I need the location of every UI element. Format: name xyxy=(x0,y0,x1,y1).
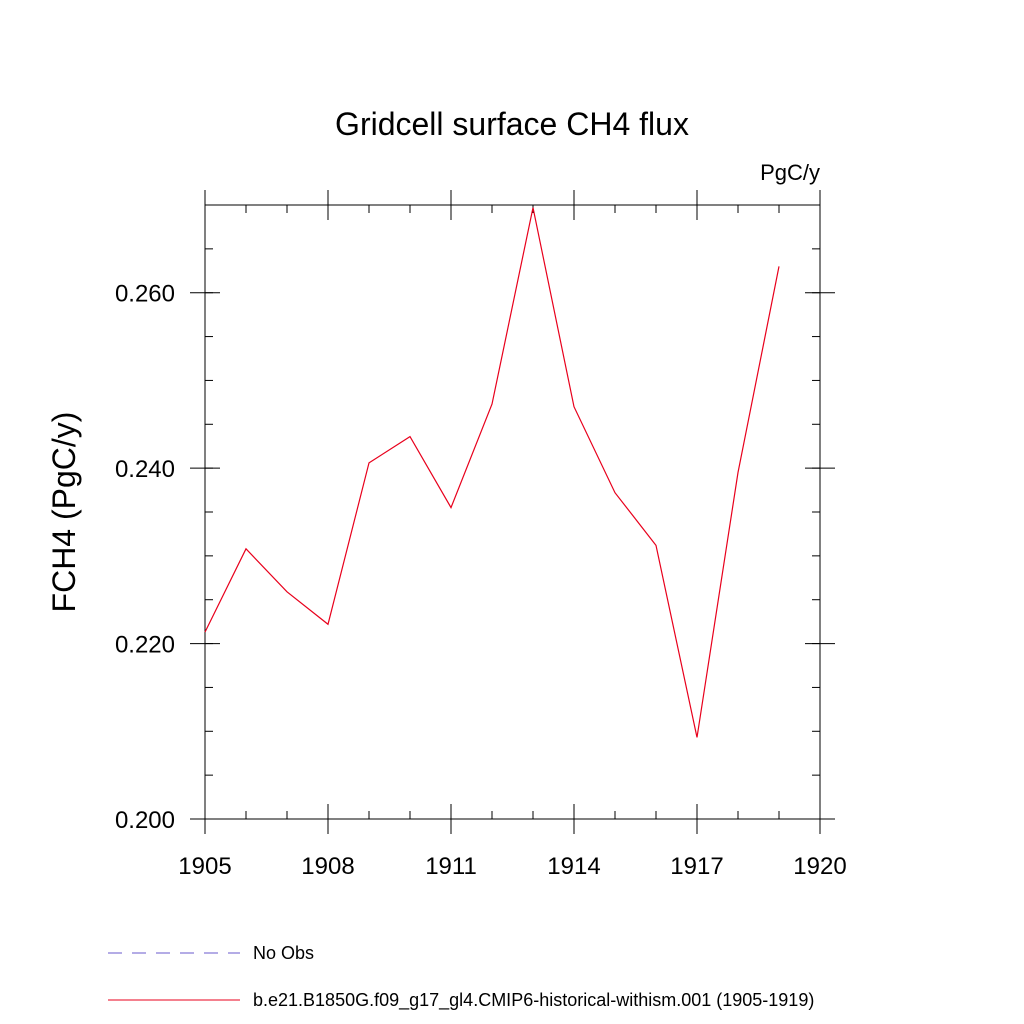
x-tick-label: 1917 xyxy=(670,853,723,880)
units-label: PgC/y xyxy=(760,160,820,185)
plot-frame xyxy=(204,204,821,820)
legend: No Obs b.e21.B1850G.f09_g17_gl4.CMIP6-hi… xyxy=(108,943,814,1011)
x-tick-label: 1905 xyxy=(178,853,231,880)
chart-title: Gridcell surface CH4 flux xyxy=(335,106,689,142)
x-tick-label: 1920 xyxy=(793,853,846,880)
y-tick-label: 0.200 xyxy=(115,807,175,834)
axis-tick-labels: 1905 1908 1911 1914 1917 1920 0.200 0.220 0.240 0… xyxy=(115,281,847,880)
x-tick-label: 1914 xyxy=(547,853,600,880)
series-lines xyxy=(204,207,780,738)
x-tick-label: 1908 xyxy=(301,853,354,880)
series-line xyxy=(204,207,780,738)
axis-ticks xyxy=(190,190,835,834)
y-tick-label: 0.260 xyxy=(115,281,175,308)
x-tick-label: 1911 xyxy=(425,853,477,880)
legend-label-model-run: b.e21.B1850G.f09_g17_gl4.CMIP6-historica… xyxy=(253,990,814,1011)
legend-label-no-obs: No Obs xyxy=(253,943,314,963)
y-tick-label: 0.220 xyxy=(115,632,175,659)
y-axis-label: FCH4 (PgC/y) xyxy=(46,412,82,613)
y-tick-label: 0.240 xyxy=(115,456,175,483)
